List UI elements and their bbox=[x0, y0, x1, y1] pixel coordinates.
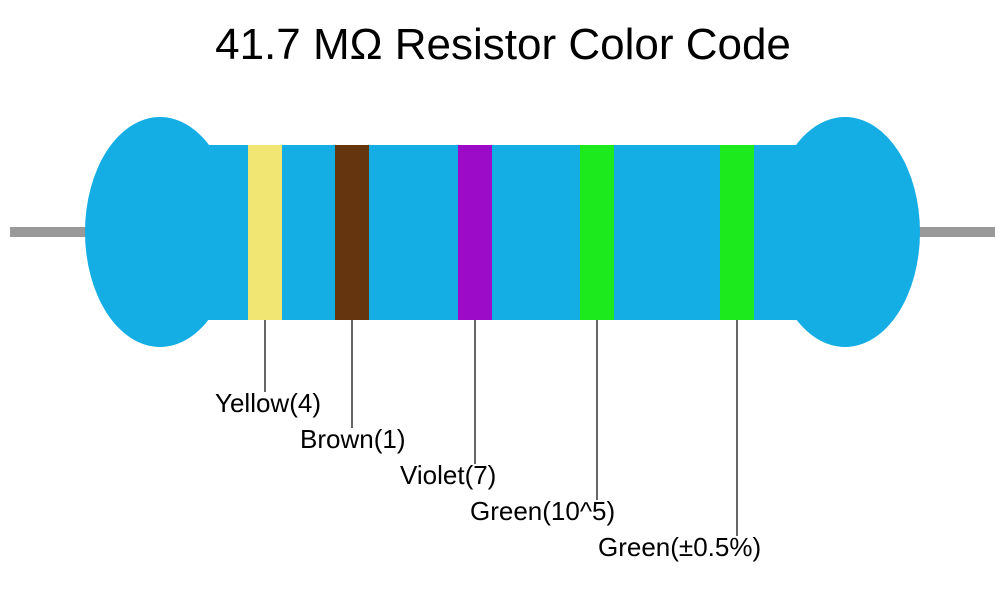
band-label-0: Yellow(4) bbox=[215, 388, 321, 418]
band-0 bbox=[248, 145, 282, 320]
band-label-1: Brown(1) bbox=[300, 424, 405, 454]
band-1 bbox=[335, 145, 369, 320]
band-4 bbox=[720, 145, 754, 320]
band-label-3: Green(10^5) bbox=[470, 496, 615, 526]
band-label-4: Green(±0.5%) bbox=[598, 532, 761, 562]
band-3 bbox=[580, 145, 614, 320]
band-2 bbox=[458, 145, 492, 320]
band-label-2: Violet(7) bbox=[400, 460, 496, 490]
resistor-diagram: Yellow(4) Brown(1) Violet(7) Green(10^5) Gre… bbox=[0, 0, 1006, 607]
